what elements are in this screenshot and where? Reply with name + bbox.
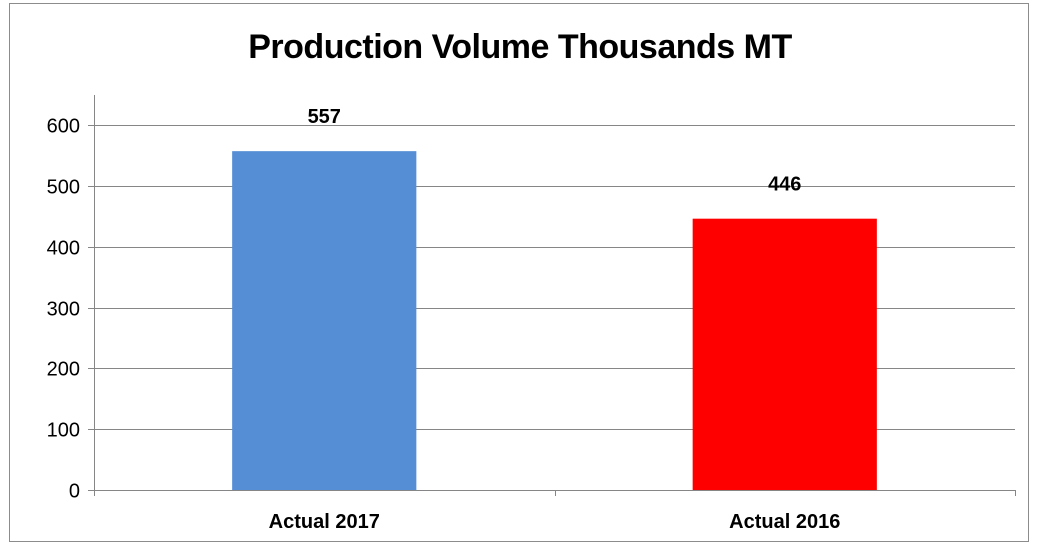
y-tick-label: 400 [47, 238, 80, 260]
y-tick-label: 500 [47, 177, 80, 199]
y-tick-label: 200 [47, 359, 80, 381]
data-label: 557 [308, 106, 341, 128]
category-label: Actual 2017 [269, 511, 380, 533]
bar-actual-2017 [232, 151, 417, 491]
y-tick-label: 300 [47, 299, 80, 321]
y-tick-label: 600 [47, 116, 80, 138]
labels: 0 100 200 300 400 500 600 557 Actual 2017 446 Actu… [47, 106, 841, 533]
y-tick-label: 100 [47, 420, 80, 442]
bar-actual-2016 [692, 218, 877, 490]
category-label: Actual 2016 [729, 511, 840, 533]
axes [88, 95, 1016, 496]
y-tick-label: 0 [69, 481, 80, 503]
chart-title: Production Volume Thousands MT [248, 28, 792, 66]
bars [232, 151, 877, 491]
data-label: 446 [768, 174, 801, 196]
